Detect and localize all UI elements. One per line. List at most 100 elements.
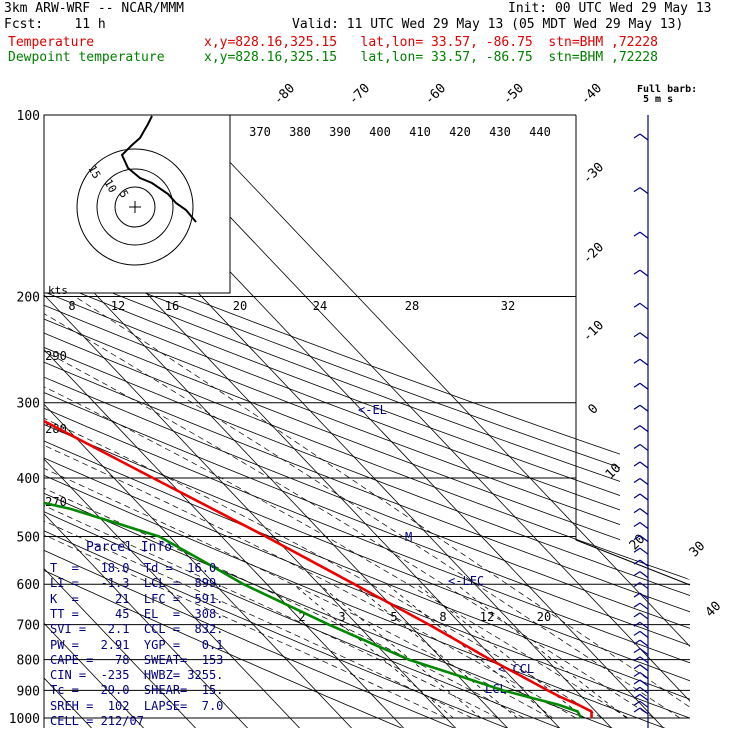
dry-adiabat-line xyxy=(44,115,690,728)
dry-adiabat-line xyxy=(44,115,690,728)
temperature-legend: Temperature xyxy=(8,35,95,50)
pressure-label: 100 xyxy=(17,109,40,124)
wind-barb xyxy=(639,630,649,638)
mixing-ratio-label: 2 xyxy=(298,610,305,624)
isotherm-label: -80 xyxy=(271,81,298,108)
dry-adiabat-line xyxy=(44,115,690,728)
isotherm-line xyxy=(44,115,407,728)
parcel-info-row: T = 18.0 Td = 16.0 xyxy=(50,561,217,575)
theta-label: 290 xyxy=(45,349,67,363)
parcel-info-row: CELL = 212/07 xyxy=(50,714,144,728)
pressure-label: 900 xyxy=(17,684,40,699)
theta-label: 420 xyxy=(449,125,471,139)
isotherm-line xyxy=(44,115,199,728)
wind-barb-flag xyxy=(633,664,641,670)
wind-barb xyxy=(639,478,649,485)
dry-adiabat-line xyxy=(44,115,690,728)
wind-barb xyxy=(639,700,649,708)
moist-adiabat-line xyxy=(44,296,603,719)
wind-barb-flag xyxy=(633,547,641,553)
isotherm-label: -70 xyxy=(346,81,373,108)
pressure-label: 700 xyxy=(17,619,40,634)
isotherm-line xyxy=(44,115,459,728)
wind-barb xyxy=(639,358,649,366)
moist-adiabat-line xyxy=(44,296,577,719)
wind-barb xyxy=(639,612,649,620)
dry-adiabat-line xyxy=(44,115,690,728)
wind-barb-flag xyxy=(633,656,641,662)
wind-barb xyxy=(639,592,649,600)
moist-adiabat-line xyxy=(44,296,629,719)
wind-barb-flag xyxy=(633,582,641,588)
isotherm-line xyxy=(158,115,690,728)
dry-adiabat-line xyxy=(44,115,690,728)
mixing-ratio-label: 5 xyxy=(390,610,397,624)
dry-adiabat-line xyxy=(44,115,567,728)
wind-barb xyxy=(639,664,649,672)
wind-barb xyxy=(639,302,649,310)
mixing-ratio-label: 20 xyxy=(537,610,551,624)
wind-barb xyxy=(639,648,649,656)
dry-adiabat-line xyxy=(44,115,690,728)
dry-adiabat-line xyxy=(44,115,514,728)
dry-adiabat-line xyxy=(44,115,672,728)
theta-label: 430 xyxy=(489,125,511,139)
isotherm-label: 0 xyxy=(585,401,601,417)
pressure-label: 800 xyxy=(17,654,40,669)
mixing-ratio-label: 3 xyxy=(338,610,345,624)
theta-label: 400 xyxy=(369,125,391,139)
wind-barb-flag xyxy=(633,686,641,692)
theta-label: 370 xyxy=(249,125,271,139)
hodograph-speed-label: 20 xyxy=(233,299,247,313)
dry-adiabat-line xyxy=(44,115,409,728)
wind-barb xyxy=(639,639,649,647)
wind-barb-flag xyxy=(633,493,641,499)
wind-barb xyxy=(639,382,649,390)
wind-barb xyxy=(639,707,649,715)
wind-barb-flag xyxy=(633,602,641,608)
wind-barb xyxy=(639,461,649,469)
wind-barb xyxy=(639,493,649,501)
isotherm-label: -10 xyxy=(580,318,607,345)
parcel-info-row: CAPE = 78 SWEAT= 153 xyxy=(50,652,224,667)
dewpoint-profile xyxy=(44,115,583,719)
full-barb-label: Full barb: xyxy=(637,84,698,95)
wind-barb-flag xyxy=(633,522,641,528)
wind-barb xyxy=(639,571,649,579)
wind-barb-flag xyxy=(633,639,641,645)
isotherm-label: 40 xyxy=(703,599,725,621)
mixing-ratio-line xyxy=(292,583,454,719)
isotherm-label: -60 xyxy=(422,81,449,108)
hodograph-ring xyxy=(76,148,194,266)
parcel-info-row: PW = 2.91 YGP = 0.1 xyxy=(50,637,224,652)
valid-time: Valid: 11 UTC Wed 29 May 13 (05 MDT Wed … xyxy=(292,17,684,32)
dry-adiabat-line xyxy=(44,115,690,728)
sounding-annotation: <-EL xyxy=(358,403,387,417)
parcel-info-row: Tc = 29.0 SHEAR= 15. xyxy=(50,683,224,698)
wind-barb xyxy=(639,656,649,664)
dry-adiabat-line xyxy=(44,115,690,728)
wind-barb-flag xyxy=(633,404,641,410)
wind-barb xyxy=(639,582,649,590)
parcel-info-row: CIN = -235 HWBZ= 3255. xyxy=(50,668,224,683)
wind-barb-flag xyxy=(633,559,641,565)
parcel-info-row: LI = -1.3 LCL = 899. xyxy=(50,576,224,591)
mixing-ratio-label: 12 xyxy=(480,610,494,624)
wind-barb xyxy=(639,559,649,567)
wind-barb-flag xyxy=(633,443,641,449)
dry-adiabat-line xyxy=(44,115,690,728)
wind-barb-flag xyxy=(633,231,641,237)
sounding-annotation: <-CCL xyxy=(498,662,534,676)
wind-barb-flag xyxy=(633,187,641,193)
wind-barb xyxy=(639,621,649,629)
theta-label: 440 xyxy=(529,125,551,139)
parcel-info-row: SVI = 2.1 CCL = 832. xyxy=(50,622,224,637)
hodograph-ring-label: 10 xyxy=(101,177,119,195)
wind-barb-flag xyxy=(633,693,641,699)
dry-adiabat-line xyxy=(44,115,620,728)
parcel-info-row: SREH = 102 LAPSE= 7.0 xyxy=(50,698,224,713)
wind-barb-flag xyxy=(633,425,641,431)
frame-right xyxy=(575,115,691,586)
pressure-label: 1000 xyxy=(9,712,40,727)
